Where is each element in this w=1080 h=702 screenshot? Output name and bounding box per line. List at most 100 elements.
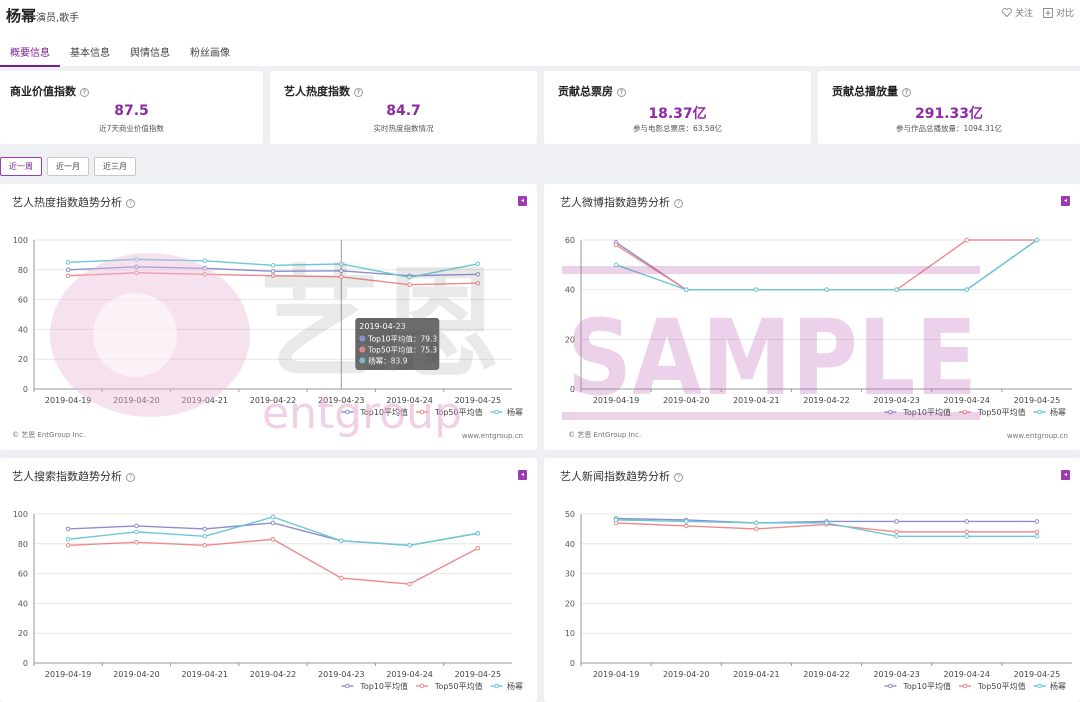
data-point[interactable] bbox=[65, 273, 71, 279]
help-icon[interactable]: ? bbox=[126, 472, 135, 482]
export-icon[interactable]: ◂ bbox=[1061, 196, 1070, 206]
data-point[interactable] bbox=[134, 540, 139, 545]
legend-label[interactable]: 杨幂 bbox=[1050, 407, 1066, 417]
help-icon[interactable]: ? bbox=[902, 87, 911, 97]
legend-label[interactable]: 杨幂 bbox=[507, 681, 523, 691]
data-point[interactable] bbox=[65, 260, 71, 265]
data-point[interactable] bbox=[824, 287, 829, 292]
data-point[interactable] bbox=[338, 274, 344, 280]
help-icon[interactable]: ? bbox=[126, 198, 135, 208]
data-point[interactable] bbox=[894, 534, 899, 539]
data-point[interactable] bbox=[964, 287, 970, 292]
data-point[interactable] bbox=[894, 287, 899, 292]
legend-label[interactable]: Top10平均值 bbox=[359, 407, 408, 417]
range-month-button[interactable]: 近一月 bbox=[47, 157, 89, 176]
data-point[interactable] bbox=[65, 542, 71, 548]
tab-public-opinion[interactable]: 舆情信息 bbox=[130, 48, 170, 59]
legend-label[interactable]: 杨幂 bbox=[507, 407, 523, 417]
data-point[interactable] bbox=[475, 261, 481, 267]
follow-button[interactable]: 关注 bbox=[1002, 6, 1033, 19]
data-point[interactable] bbox=[338, 538, 344, 544]
data-point[interactable] bbox=[613, 262, 619, 268]
data-point[interactable] bbox=[475, 280, 481, 286]
data-point[interactable] bbox=[1034, 237, 1040, 243]
data-point[interactable] bbox=[202, 526, 208, 532]
tab-overview[interactable]: 概要信息 bbox=[0, 40, 60, 67]
data-point[interactable] bbox=[754, 287, 759, 292]
legend-marker bbox=[345, 683, 350, 689]
data-point[interactable] bbox=[338, 261, 344, 267]
data-point[interactable] bbox=[202, 271, 208, 277]
data-point[interactable] bbox=[270, 537, 276, 542]
export-icon[interactable]: ◂ bbox=[518, 470, 527, 480]
legend-label[interactable]: Top50平均值 bbox=[977, 407, 1026, 417]
help-icon[interactable]: ? bbox=[674, 472, 683, 482]
help-icon[interactable]: ? bbox=[354, 87, 363, 97]
legend-label[interactable]: Top10平均值 bbox=[902, 407, 951, 417]
legend-label[interactable]: Top10平均值 bbox=[902, 681, 951, 691]
data-point[interactable] bbox=[407, 542, 412, 548]
help-icon[interactable]: ? bbox=[674, 198, 683, 208]
data-point[interactable] bbox=[407, 282, 412, 287]
data-point[interactable] bbox=[65, 267, 71, 273]
data-point[interactable] bbox=[964, 529, 970, 535]
data-point[interactable] bbox=[270, 273, 276, 279]
data-point[interactable] bbox=[338, 268, 344, 274]
data-point[interactable] bbox=[824, 520, 829, 526]
data-point[interactable] bbox=[270, 268, 276, 274]
data-point[interactable] bbox=[964, 534, 970, 539]
compare-button[interactable]: 对比 bbox=[1043, 6, 1074, 19]
data-point[interactable] bbox=[270, 263, 276, 268]
data-point[interactable] bbox=[894, 519, 899, 524]
range-quarter-button[interactable]: 近三月 bbox=[94, 157, 136, 176]
series-line bbox=[68, 538, 479, 585]
data-point[interactable] bbox=[202, 258, 208, 264]
legend-label[interactable]: Top50平均值 bbox=[977, 681, 1026, 691]
data-point[interactable] bbox=[475, 271, 481, 277]
data-point[interactable] bbox=[270, 520, 276, 526]
tooltip-marker bbox=[359, 335, 366, 342]
data-point[interactable] bbox=[1034, 529, 1040, 535]
data-point[interactable] bbox=[754, 520, 759, 526]
export-icon[interactable]: ◂ bbox=[518, 196, 527, 206]
data-point[interactable] bbox=[134, 257, 139, 262]
help-icon[interactable]: ? bbox=[80, 87, 89, 97]
data-point[interactable] bbox=[1034, 519, 1040, 524]
data-point[interactable] bbox=[683, 519, 689, 524]
data-point[interactable] bbox=[134, 264, 139, 270]
help-icon[interactable]: ? bbox=[617, 87, 626, 97]
data-point[interactable] bbox=[407, 274, 412, 280]
data-point[interactable] bbox=[894, 529, 899, 535]
legend-label[interactable]: Top50平均值 bbox=[434, 681, 483, 691]
tooltip-box bbox=[355, 318, 440, 370]
data-point[interactable] bbox=[270, 514, 276, 520]
data-point[interactable] bbox=[407, 581, 412, 587]
legend-label[interactable]: Top10平均值 bbox=[359, 681, 408, 691]
data-point[interactable] bbox=[613, 517, 619, 523]
data-point[interactable] bbox=[754, 526, 759, 532]
legend-label[interactable]: 杨幂 bbox=[1050, 681, 1066, 691]
tab-fan-profile[interactable]: 粉丝画像 bbox=[190, 48, 230, 59]
data-point[interactable] bbox=[65, 537, 71, 542]
data-point[interactable] bbox=[964, 237, 970, 243]
data-point[interactable] bbox=[1034, 534, 1040, 539]
legend-label[interactable]: Top50平均值 bbox=[434, 407, 483, 417]
data-point[interactable] bbox=[65, 526, 71, 532]
data-point[interactable] bbox=[134, 270, 139, 276]
data-point[interactable] bbox=[475, 545, 481, 551]
data-point[interactable] bbox=[202, 266, 208, 271]
data-point[interactable] bbox=[683, 287, 689, 292]
range-week-button[interactable]: 近一周 bbox=[0, 157, 42, 176]
data-point[interactable] bbox=[683, 523, 689, 529]
legend-marker bbox=[1037, 409, 1042, 415]
data-point[interactable] bbox=[202, 534, 208, 539]
data-point[interactable] bbox=[613, 242, 619, 248]
data-point[interactable] bbox=[202, 542, 208, 548]
data-point[interactable] bbox=[134, 529, 139, 535]
data-point[interactable] bbox=[338, 575, 344, 581]
export-icon[interactable]: ◂ bbox=[1061, 470, 1070, 480]
tab-basic-info[interactable]: 基本信息 bbox=[70, 48, 110, 59]
data-point[interactable] bbox=[475, 531, 481, 536]
data-point[interactable] bbox=[134, 523, 139, 529]
data-point[interactable] bbox=[964, 519, 970, 524]
